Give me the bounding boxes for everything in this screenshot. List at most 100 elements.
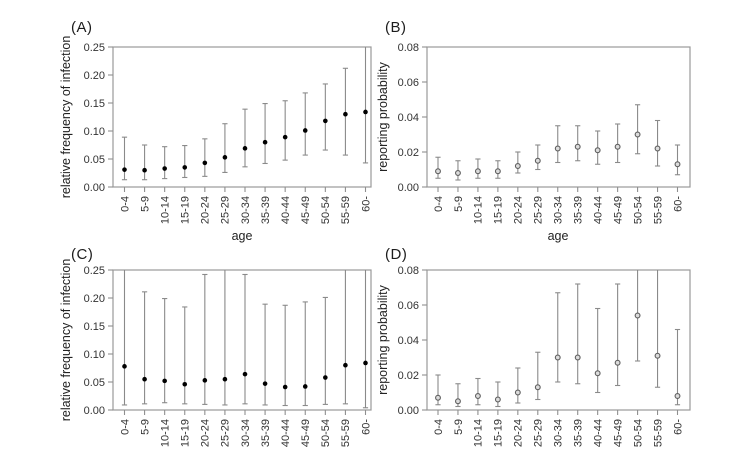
data-point [162,378,167,384]
x-tick-label: 35-39 [573,419,585,447]
panel-a-ylabel: relative frequency of infection [59,35,73,199]
x-tick-label: 60- [360,196,372,212]
x-tick-label: 20-24 [200,196,212,224]
data-point [435,168,441,175]
data-point [162,166,167,171]
y-tick-label: 0.00 [398,405,419,417]
data-point [634,312,641,319]
x-tick-label: 10-14 [159,196,171,224]
panel-c-ylabel: relative frequency of infection [59,258,73,422]
data-point [323,375,328,380]
data-point [222,376,228,382]
data-point [674,161,681,168]
panel-b-letter: (B) [385,19,407,36]
data-point [614,359,621,366]
x-tick-label: 20-24 [513,196,525,224]
data-point [343,362,348,368]
x-tick-label: 45-49 [300,196,312,224]
x-tick-label: 40-44 [592,419,604,447]
y-tick-label: 0.04 [398,112,419,124]
data-point [142,167,147,173]
data-point [594,147,601,154]
x-tick-label: 10-14 [473,419,485,447]
x-tick-label: 0-4 [119,196,131,212]
x-tick-label: 50-54 [320,196,332,224]
x-tick-label: 25-29 [533,419,545,447]
data-point [222,155,228,160]
data-point [142,376,147,382]
data-point [202,160,208,166]
x-tick-label: 0-4 [433,419,445,435]
x-tick-label: 55-59 [340,419,352,447]
data-point [474,168,481,175]
y-tick-label: 0.06 [398,77,419,89]
data-point [242,371,248,377]
panel-b-xlabel: age [547,229,569,243]
y-tick-label: 0.20 [84,293,105,305]
panel-b-ylabel: reporting probability [376,62,390,172]
y-tick-label: 0.05 [84,154,105,166]
x-tick-label: 40-44 [280,196,292,224]
data-point [122,167,127,172]
x-tick-label: 40-44 [280,419,292,447]
data-point [323,118,328,124]
data-point [262,381,268,386]
x-tick-label: 30-34 [240,419,252,447]
y-tick-label: 0.02 [398,147,419,159]
y-tick-label: 0.10 [84,349,105,361]
y-tick-label: 0.08 [398,42,419,54]
data-point [574,143,581,150]
data-point [202,378,208,383]
y-tick-label: 0.15 [84,98,105,110]
data-point [302,384,308,389]
x-tick-label: 30-34 [553,419,565,447]
x-tick-label: 60- [672,196,684,212]
y-tick-label: 0.02 [398,370,419,382]
plot-frame [426,269,691,411]
data-point [302,128,308,133]
x-tick-label: 35-39 [260,419,272,447]
data-point [614,143,621,150]
data-point [474,393,481,399]
data-point [122,364,127,369]
x-tick-label: 50-54 [632,419,644,447]
data-point [534,384,541,391]
y-tick-label: 0.08 [398,265,419,277]
data-point [674,393,681,399]
x-tick-label: 15-19 [493,419,505,447]
x-tick-label: 15-19 [493,196,505,224]
x-tick-label: 10-14 [159,419,171,447]
x-tick-label: 45-49 [612,419,624,447]
x-tick-label: 30-34 [553,196,565,224]
y-tick-label: 0.06 [398,300,419,312]
data-point [343,111,348,117]
data-point [514,163,521,169]
y-tick-label: 0.10 [84,126,105,138]
x-tick-label: 60- [360,419,372,435]
x-tick-label: 55-59 [652,419,664,447]
x-tick-label: 10-14 [473,196,485,224]
x-tick-label: 35-39 [573,196,585,224]
x-tick-label: 45-49 [300,419,312,447]
data-point [363,360,368,366]
panel-a-xlabel: age [231,229,253,243]
data-point [594,370,601,377]
x-tick-label: 20-24 [200,419,212,447]
x-tick-label: 45-49 [612,196,624,224]
x-tick-label: 25-29 [220,196,232,224]
plot-frame [112,269,372,411]
data-point [435,394,441,401]
x-tick-label: 35-39 [260,196,272,224]
data-point [262,139,268,145]
x-tick-label: 5-9 [453,419,465,435]
y-tick-label: 0.25 [84,42,105,54]
x-tick-label: 20-24 [513,419,525,447]
data-point [574,354,581,361]
y-tick-label: 0.00 [84,182,105,194]
data-point [455,398,461,405]
y-tick-label: 0.05 [84,377,105,389]
x-tick-label: 40-44 [592,196,604,224]
